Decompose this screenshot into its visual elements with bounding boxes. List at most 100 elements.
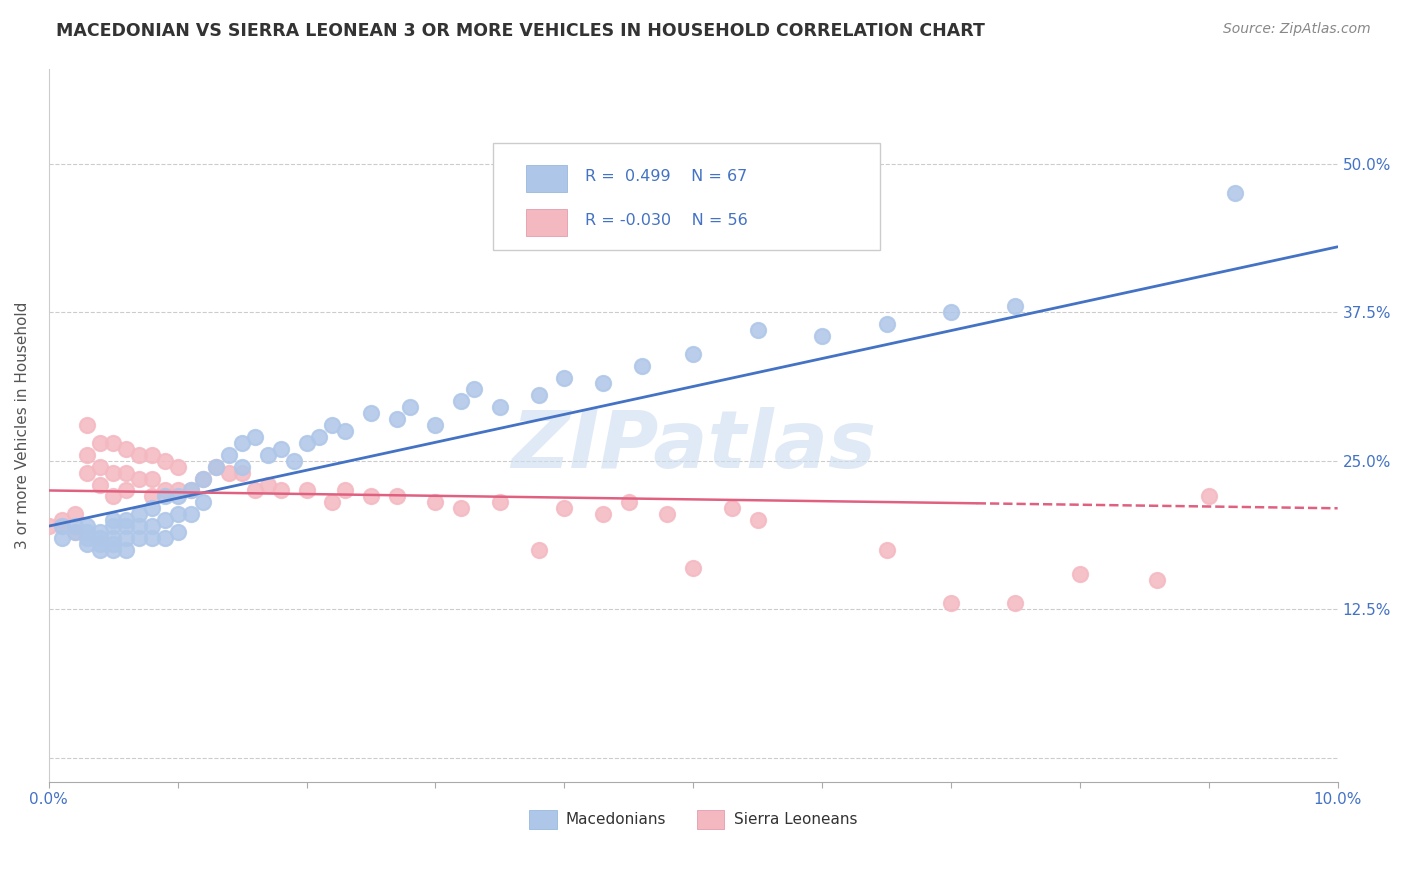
Point xyxy=(295,436,318,450)
Text: Source: ZipAtlas.com: Source: ZipAtlas.com xyxy=(1223,22,1371,37)
Point xyxy=(682,347,704,361)
Point xyxy=(115,531,138,545)
Point xyxy=(153,483,176,498)
Point xyxy=(128,472,150,486)
Point xyxy=(231,466,253,480)
Point xyxy=(592,376,614,391)
Point xyxy=(1004,299,1026,313)
Legend: Macedonians, Sierra Leoneans: Macedonians, Sierra Leoneans xyxy=(523,804,863,835)
Point xyxy=(682,560,704,574)
Point xyxy=(1146,573,1168,587)
Point xyxy=(141,490,163,504)
Text: ZIPatlas: ZIPatlas xyxy=(510,408,876,485)
Point xyxy=(1198,490,1220,504)
Point xyxy=(63,524,86,539)
Point xyxy=(103,466,125,480)
Point xyxy=(657,507,679,521)
Point xyxy=(553,501,575,516)
Point xyxy=(385,490,408,504)
Point xyxy=(51,519,73,533)
Point xyxy=(1004,596,1026,610)
Point xyxy=(180,483,202,498)
Point xyxy=(193,495,215,509)
Point xyxy=(270,483,292,498)
Point xyxy=(180,507,202,521)
Point xyxy=(527,388,550,402)
Point xyxy=(103,537,125,551)
Point xyxy=(193,472,215,486)
Point xyxy=(231,459,253,474)
Point xyxy=(89,436,111,450)
Point xyxy=(115,483,138,498)
Point xyxy=(321,495,343,509)
Point xyxy=(76,519,98,533)
Point xyxy=(76,466,98,480)
Point xyxy=(51,519,73,533)
Point xyxy=(166,459,188,474)
Point xyxy=(51,531,73,545)
FancyBboxPatch shape xyxy=(494,144,880,251)
Point xyxy=(876,317,898,331)
Point xyxy=(128,448,150,462)
Text: R = -0.030    N = 56: R = -0.030 N = 56 xyxy=(585,212,748,227)
Point xyxy=(721,501,744,516)
Point xyxy=(360,406,382,420)
Point xyxy=(308,430,330,444)
Point xyxy=(63,519,86,533)
Point xyxy=(115,466,138,480)
Point xyxy=(592,507,614,521)
Point xyxy=(257,448,280,462)
Point xyxy=(425,495,447,509)
Point xyxy=(76,531,98,545)
Point xyxy=(103,490,125,504)
FancyBboxPatch shape xyxy=(526,209,567,236)
Point xyxy=(166,524,188,539)
Point xyxy=(153,490,176,504)
Point xyxy=(76,537,98,551)
Point xyxy=(450,394,472,409)
Y-axis label: 3 or more Vehicles in Household: 3 or more Vehicles in Household xyxy=(15,301,30,549)
Point xyxy=(76,418,98,433)
Point xyxy=(89,537,111,551)
Point xyxy=(141,519,163,533)
Point xyxy=(103,542,125,557)
Point xyxy=(89,542,111,557)
Point xyxy=(166,483,188,498)
Point xyxy=(76,524,98,539)
Point xyxy=(243,483,266,498)
Point xyxy=(360,490,382,504)
Text: MACEDONIAN VS SIERRA LEONEAN 3 OR MORE VEHICLES IN HOUSEHOLD CORRELATION CHART: MACEDONIAN VS SIERRA LEONEAN 3 OR MORE V… xyxy=(56,22,986,40)
Point xyxy=(811,329,834,343)
Point xyxy=(128,531,150,545)
Point xyxy=(63,507,86,521)
Point xyxy=(527,542,550,557)
Point xyxy=(218,448,240,462)
Point xyxy=(89,531,111,545)
Point xyxy=(876,542,898,557)
Point xyxy=(153,513,176,527)
Point xyxy=(115,542,138,557)
Point xyxy=(489,495,512,509)
Point xyxy=(295,483,318,498)
Point xyxy=(1069,566,1091,581)
Point xyxy=(385,412,408,426)
Point xyxy=(166,507,188,521)
Point xyxy=(103,531,125,545)
Point xyxy=(747,513,769,527)
Point xyxy=(398,401,420,415)
Text: R =  0.499    N = 67: R = 0.499 N = 67 xyxy=(585,169,747,184)
Point xyxy=(115,519,138,533)
Point xyxy=(153,454,176,468)
Point xyxy=(489,401,512,415)
Point xyxy=(335,483,357,498)
Point xyxy=(321,418,343,433)
Point xyxy=(128,519,150,533)
Point xyxy=(89,459,111,474)
Point xyxy=(1223,186,1246,201)
Point xyxy=(141,531,163,545)
Point xyxy=(283,454,305,468)
Point xyxy=(63,524,86,539)
Point xyxy=(153,531,176,545)
Point xyxy=(205,459,228,474)
Point xyxy=(128,507,150,521)
